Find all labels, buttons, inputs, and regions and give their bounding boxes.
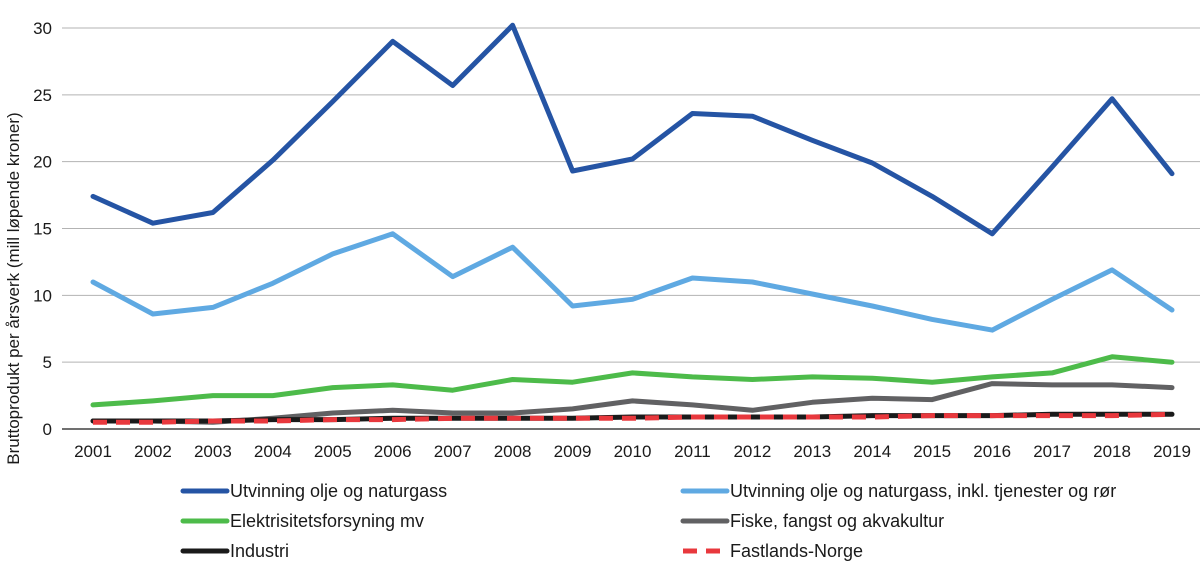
x-tick-label: 2005 (314, 442, 352, 461)
x-tick-label: 2006 (374, 442, 412, 461)
legend: Utvinning olje og naturgass Utvinning olj… (180, 481, 1116, 561)
legend-label-2: Elektrisitetsforsyning mv (230, 511, 424, 531)
x-tick-label: 2007 (434, 442, 472, 461)
series-line-0 (90, 22, 1175, 237)
y-axis-title: Bruttoprodukt per årsverk (mill løpende … (4, 112, 23, 464)
x-tick-label: 2010 (614, 442, 652, 461)
legend-label-5: Fastlands-Norge (730, 541, 863, 561)
x-tick-label: 2015 (913, 442, 951, 461)
legend-label-4: Industri (230, 541, 289, 561)
x-tick-label: 2009 (554, 442, 592, 461)
x-tick-label: 2017 (1033, 442, 1071, 461)
y-tick-label: 0 (43, 420, 52, 439)
x-tick-label: 2003 (194, 442, 232, 461)
y-tick-label: 25 (33, 86, 52, 105)
series-line-5 (93, 411, 1173, 425)
x-tick-label: 2008 (494, 442, 532, 461)
y-tick-label: 5 (43, 353, 52, 372)
series-line-2 (90, 354, 1175, 408)
series-line-1 (90, 231, 1175, 333)
y-axis-ticks: 0 5 10 15 20 25 30 (33, 19, 52, 439)
x-tick-label: 2013 (793, 442, 831, 461)
y-tick-label: 15 (33, 220, 52, 239)
series-lines (90, 22, 1175, 425)
y-tick-label: 30 (33, 19, 52, 38)
y-tick-label: 10 (33, 286, 52, 305)
x-tick-label: 2004 (254, 442, 292, 461)
x-tick-label: 2002 (134, 442, 172, 461)
x-tick-label: 2019 (1153, 442, 1191, 461)
x-tick-label: 2001 (74, 442, 112, 461)
legend-label-3: Fiske, fangst og akvakultur (730, 511, 944, 531)
x-tick-label: 2011 (674, 442, 711, 461)
legend-label-1: Utvinning olje og naturgass, inkl. tjene… (730, 481, 1116, 501)
x-tick-label: 2016 (973, 442, 1011, 461)
x-tick-label: 2018 (1093, 442, 1131, 461)
x-axis-ticks: 2001 2002 2003 2004 2005 2006 2007 2008 2009 2010… (74, 442, 1191, 461)
y-tick-label: 20 (33, 153, 52, 172)
legend-label-0: Utvinning olje og naturgass (230, 481, 447, 501)
x-tick-label: 2012 (733, 442, 771, 461)
gridlines (62, 27, 1200, 430)
x-tick-label: 2014 (853, 442, 891, 461)
